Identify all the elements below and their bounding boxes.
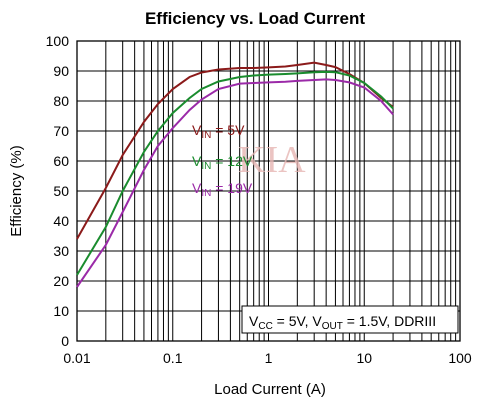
series-line-2 <box>76 70 394 276</box>
vout-mid: = 5V, V <box>273 313 323 329</box>
y-tick-label: 60 <box>53 153 69 169</box>
y-tick-label: 70 <box>53 123 69 139</box>
y-tick-label: 30 <box>53 243 69 259</box>
legend-label-sub: IN <box>201 188 211 199</box>
series-line-1 <box>76 61 394 240</box>
chart-title: Efficiency vs. Load Current <box>145 9 365 28</box>
y-tick-label: 10 <box>53 303 69 319</box>
legend-label-3: VIN = 19V <box>192 180 253 199</box>
conditions-text: VCC = 5V, VOUT = 1.5V, DDRIII <box>249 313 436 332</box>
x-axis-label: Load Current (A) <box>214 381 326 398</box>
x-tick-label: 1 <box>265 350 273 366</box>
ddr-suffix: = 1.5V, DDRIII <box>343 313 436 329</box>
series-line-3 <box>76 78 394 288</box>
y-tick-label: 20 <box>53 273 69 289</box>
vcc-sub: CC <box>258 321 272 332</box>
legend-label-main: V <box>192 180 202 196</box>
x-tick-label: 0.01 <box>63 350 90 366</box>
y-tick-label: 100 <box>46 33 70 49</box>
series-lines <box>76 61 394 288</box>
y-tick-label: 40 <box>53 213 69 229</box>
y-tick-label: 50 <box>53 183 69 199</box>
legend-label-2: VIN = 12V <box>192 153 253 172</box>
legend-label-1: VIN = 5V <box>192 122 245 141</box>
x-tick-label: 10 <box>356 350 372 366</box>
y-axis-label: Efficiency (%) <box>8 145 25 236</box>
grid <box>77 41 460 341</box>
conditions-annotation: VCC = 5V, VOUT = 1.5V, DDRIII <box>241 305 459 334</box>
x-tick-label: 100 <box>448 350 472 366</box>
legend-label-rest: = 12V <box>211 153 253 169</box>
legend-label-rest: = 19V <box>211 180 253 196</box>
axes <box>76 40 461 342</box>
y-tick-label: 0 <box>61 333 69 349</box>
y-tick-labels: 0 10 20 30 40 50 60 70 80 90 100 <box>46 33 70 349</box>
x-tick-labels: 0.01 0.1 1 10 100 <box>63 350 472 366</box>
x-tick-label: 0.1 <box>163 350 183 366</box>
legend-label-main: V <box>192 122 202 138</box>
conditions-box <box>241 305 459 334</box>
legend-label-rest: = 5V <box>211 122 245 138</box>
legend-label-sub: IN <box>201 130 211 141</box>
vout-sub: OUT <box>322 321 343 332</box>
watermark: KIA <box>238 139 306 181</box>
vcc-main: V <box>249 313 259 329</box>
y-tick-label: 80 <box>53 93 69 109</box>
legend-label-sub: IN <box>201 161 211 172</box>
y-tick-label: 90 <box>53 63 69 79</box>
legend-label-main: V <box>192 153 202 169</box>
plot-frame <box>76 40 461 342</box>
